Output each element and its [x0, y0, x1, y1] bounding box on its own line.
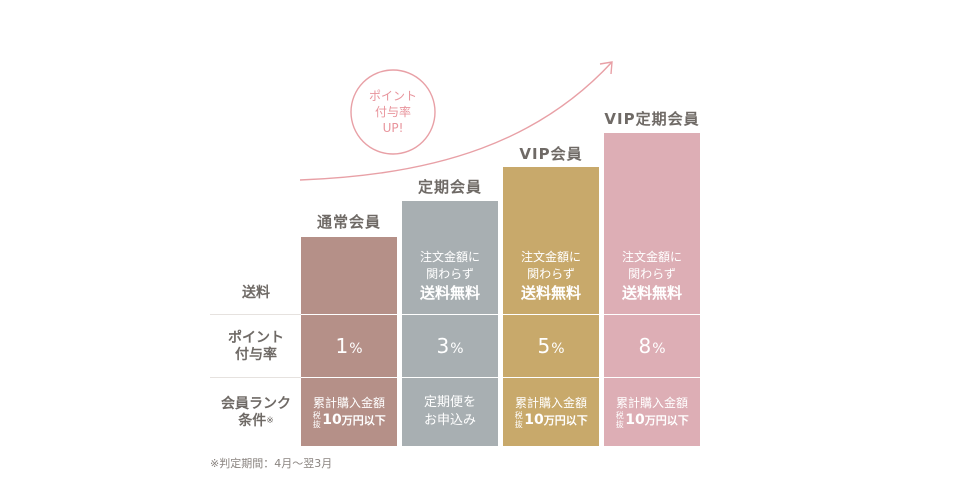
rank-condition-text: 累計購入金額 [615, 396, 688, 410]
badge-line2: 付与率 [374, 105, 411, 119]
rank-condition-cell: 累計購入金額 税抜 10 万円以下 [301, 378, 397, 446]
point-rate-value: 8 [638, 334, 652, 358]
row-divider [604, 314, 700, 315]
rank-note-mark: ※ [266, 416, 274, 426]
rank-amount: 10 [524, 412, 544, 428]
row-divider [402, 377, 498, 378]
point-rate-value: 1 [335, 334, 349, 358]
row-divider [503, 314, 599, 315]
rank-condition-text: 定期便を [423, 395, 476, 410]
rank-unit: 万円以下 [341, 414, 386, 427]
point-rate-cell: 1% [301, 315, 397, 377]
rank-amount: 10 [625, 412, 645, 428]
label-row-divider [210, 314, 301, 315]
shipping-text-line2: 関わらず [527, 266, 575, 281]
tier-title-vip-subscription: VIP定期会員 [604, 110, 700, 128]
rank-condition-text: 累計購入金額 [312, 396, 385, 410]
rank-condition-cell: 定期便を お申込み [402, 378, 498, 446]
judgment-period-note: ※判定期間：4月〜翌3月 [210, 457, 333, 470]
row-label-rank: 会員ランク 条件※ [221, 396, 291, 429]
shipping-cell: 注文金額に 関わらず 送料無料 [604, 237, 700, 314]
tier-title-regular: 通常会員 [316, 213, 381, 231]
point-rate-cell: 3% [402, 315, 498, 377]
point-rate-cell: 8% [604, 315, 700, 377]
percent-sign: % [349, 341, 363, 357]
free-shipping-label: 送料無料 [621, 283, 682, 302]
percent-sign: % [652, 341, 666, 357]
rank-condition-text: 累計購入金額 [514, 396, 587, 410]
tier-column-subscription: 注文金額に 関わらず 送料無料 3% 定期便を お申込み [402, 201, 498, 446]
label-row-divider [210, 377, 301, 378]
tier-column-regular: 1% 累計購入金額 税抜 10 万円以下 [301, 237, 397, 446]
row-label-points: ポイント 付与率 [228, 330, 284, 363]
free-shipping-label: 送料無料 [520, 283, 581, 302]
rank-condition-text: お申込み [423, 413, 476, 428]
tier-title-subscription: 定期会員 [417, 178, 482, 196]
badge-circle [350, 69, 436, 155]
shipping-text-line1: 注文金額に [419, 249, 480, 264]
tier-column-vip: 注文金額に 関わらず 送料無料 5% 累計購入金額 税抜 10 万円以下 [503, 167, 599, 446]
rank-condition-cell: 累計購入金額 税抜 10 万円以下 [503, 378, 599, 446]
shipping-cell: 注文金額に 関わらず 送料無料 [503, 237, 599, 314]
rank-unit: 万円以下 [644, 414, 689, 427]
row-divider [301, 314, 397, 315]
rank-amount: 10 [322, 412, 342, 428]
row-divider [301, 377, 397, 378]
shipping-cell [301, 237, 397, 314]
point-rate-cell: 5% [503, 315, 599, 377]
shipping-text-line1: 注文金額に [621, 249, 682, 264]
tax-excluded-mark: 税抜 [312, 411, 321, 429]
rank-condition-cell: 累計購入金額 税抜 10 万円以下 [604, 378, 700, 446]
shipping-text-line2: 関わらず [426, 266, 474, 281]
tax-excluded-mark: 税抜 [514, 411, 523, 429]
rank-unit: 万円以下 [543, 414, 588, 427]
row-label-shipping: 送料 [242, 285, 270, 301]
percent-sign: % [450, 341, 464, 357]
row-divider [503, 377, 599, 378]
tax-excluded-mark: 税抜 [615, 411, 624, 429]
tier-title-vip: VIP会員 [519, 145, 583, 163]
shipping-text-line1: 注文金額に [520, 249, 581, 264]
point-rate-value: 5 [537, 334, 551, 358]
row-divider [402, 314, 498, 315]
row-divider [604, 377, 700, 378]
badge-line1: ポイント [368, 89, 417, 103]
percent-sign: % [551, 341, 565, 357]
point-rate-value: 3 [436, 334, 450, 358]
badge-line3: UP! [382, 121, 404, 135]
free-shipping-label: 送料無料 [419, 283, 480, 302]
shipping-text-line2: 関わらず [628, 266, 676, 281]
point-up-badge: ポイント 付与率 UP! [351, 88, 435, 136]
tier-column-vip-subscription: 注文金額に 関わらず 送料無料 8% 累計購入金額 税抜 10 万円以下 [604, 133, 700, 446]
shipping-cell: 注文金額に 関わらず 送料無料 [402, 237, 498, 314]
